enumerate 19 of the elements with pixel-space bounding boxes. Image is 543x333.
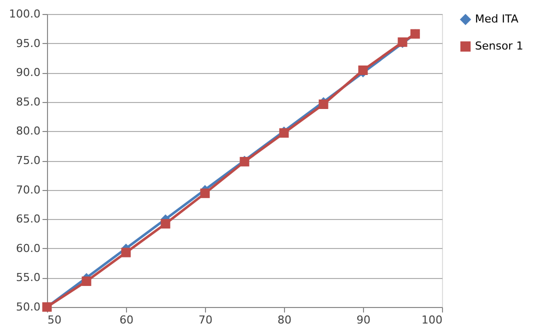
y-tick-label: 75.0 xyxy=(16,154,40,167)
legend-label: Med ITA xyxy=(475,12,519,26)
y-tick-label: 50.0 xyxy=(16,300,40,314)
y-tick-label: 60.0 xyxy=(16,242,40,255)
legend-label: Sensor 1 xyxy=(475,40,524,52)
y-tick-label: 100.0 xyxy=(9,8,40,20)
y-tick-label: 80.0 xyxy=(16,124,40,138)
y-tick-label: 70.0 xyxy=(16,183,40,196)
x-tick-label: 100 xyxy=(422,314,442,326)
y-tick-label: 90.0 xyxy=(16,66,40,80)
x-tick-label: 70 xyxy=(198,314,212,326)
x-tick-label: 60 xyxy=(120,314,134,326)
y-tick-label: 65.0 xyxy=(16,212,40,226)
y-tick-label: 85.0 xyxy=(16,95,40,108)
x-tick-label: 80 xyxy=(278,314,292,326)
y-tick-label: 95.0 xyxy=(16,36,40,50)
x-tick-label: 50 xyxy=(48,314,62,326)
x-tick-label: 90 xyxy=(356,314,370,326)
y-tick-label: 55.0 xyxy=(16,271,40,284)
